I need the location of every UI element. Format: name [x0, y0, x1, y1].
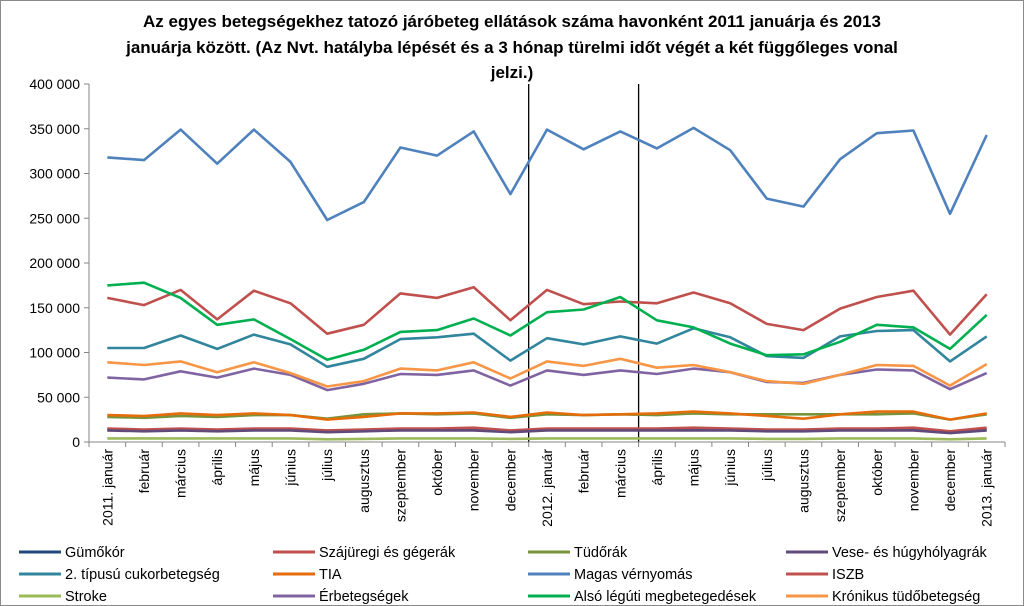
legend-label: Szájüregi és gégerák: [319, 545, 456, 561]
x-tick-label: november: [905, 449, 921, 512]
x-tick-label: augusztus: [356, 449, 372, 513]
y-tick-label: 200 000: [29, 255, 80, 271]
x-tick-label: december: [502, 449, 518, 512]
x-tick-label: december: [942, 449, 958, 512]
x-tick-label: szeptember: [832, 449, 848, 522]
x-tick-label: július: [319, 449, 335, 482]
x-tick-label: március: [173, 449, 189, 498]
x-tick-label: május: [686, 449, 702, 486]
legend-label: Magas vérnyomás: [574, 567, 692, 583]
axes: [84, 83, 1006, 447]
series-lines: [107, 126, 988, 441]
y-tick-label: 350 000: [29, 121, 80, 137]
series-line: [107, 126, 988, 222]
y-axis-tick-labels: 0 50 000 100 000 150 000 200 000 250 000 300 0…: [29, 76, 80, 450]
series-line: [107, 285, 988, 336]
vertical-markers: [528, 84, 640, 442]
chart-title-line-2: januárja között. (Az Nvt. hatályba lépés…: [125, 38, 898, 57]
series-line: [107, 326, 988, 369]
legend-label: ISZB: [832, 567, 864, 583]
legend-label: TIA: [319, 567, 342, 583]
legend-label: Tüdőrák: [574, 545, 628, 561]
x-tick-label: 2013. január: [979, 449, 995, 527]
y-tick-label: 0: [72, 434, 80, 450]
series-line: [107, 426, 987, 433]
y-tick-label: 300 000: [29, 166, 80, 182]
legend-label: Krónikus tüdőbetegség: [832, 589, 980, 605]
legend-label: Érbetegségek: [319, 588, 409, 605]
x-tick-label: november: [466, 449, 482, 512]
chart-title-line-3: jelzi.): [490, 63, 534, 82]
series-line: [107, 429, 987, 435]
legend-label: 2. típusú cukorbetegség: [65, 567, 220, 583]
x-tick-label: június: [722, 449, 738, 487]
x-tick-label: június: [283, 449, 299, 487]
chart-title: Az egyes betegségekhez tatozó járóbeteg …: [125, 12, 898, 82]
chart-title-line-1: Az egyes betegségekhez tatozó járóbeteg …: [143, 12, 881, 31]
x-tick-label: augusztus: [795, 449, 811, 513]
y-tick-label: 250 000: [29, 210, 80, 226]
x-axis-tick-labels: 2011. január február március április május jú…: [99, 449, 994, 527]
y-tick-label: 400 000: [29, 76, 80, 92]
x-tick-label: 2012. január: [539, 449, 555, 527]
y-tick-label: 100 000: [29, 345, 80, 361]
legend-label: Gümőkór: [65, 545, 125, 561]
x-tick-label: március: [612, 449, 628, 498]
legend: Gümőkór Szájüregi és gégerák Tüdőrák Vese- …: [19, 545, 988, 605]
x-tick-label: szeptember: [392, 449, 408, 522]
x-tick-label: február: [576, 449, 592, 494]
series-line: [107, 410, 987, 421]
x-tick-label: május: [246, 449, 262, 486]
x-tick-label: 2011. január: [99, 449, 115, 526]
legend-label: Vese- és húgyhólyagrák: [832, 545, 988, 561]
legend-label: Alsó légúti megbetegedések: [574, 589, 757, 605]
legend-label: Stroke: [65, 589, 107, 605]
series-line: [107, 357, 988, 388]
y-tick-label: 150 000: [29, 300, 80, 316]
x-tick-label: április: [649, 449, 665, 486]
x-tick-label: február: [136, 449, 152, 494]
y-tick-label: 50 000: [37, 389, 80, 405]
x-tick-label: július: [759, 449, 775, 482]
series-line: [107, 437, 987, 441]
x-tick-label: április: [209, 449, 225, 486]
x-tick-label: október: [869, 449, 885, 496]
series-line: [107, 281, 988, 362]
x-tick-label: október: [429, 449, 445, 496]
